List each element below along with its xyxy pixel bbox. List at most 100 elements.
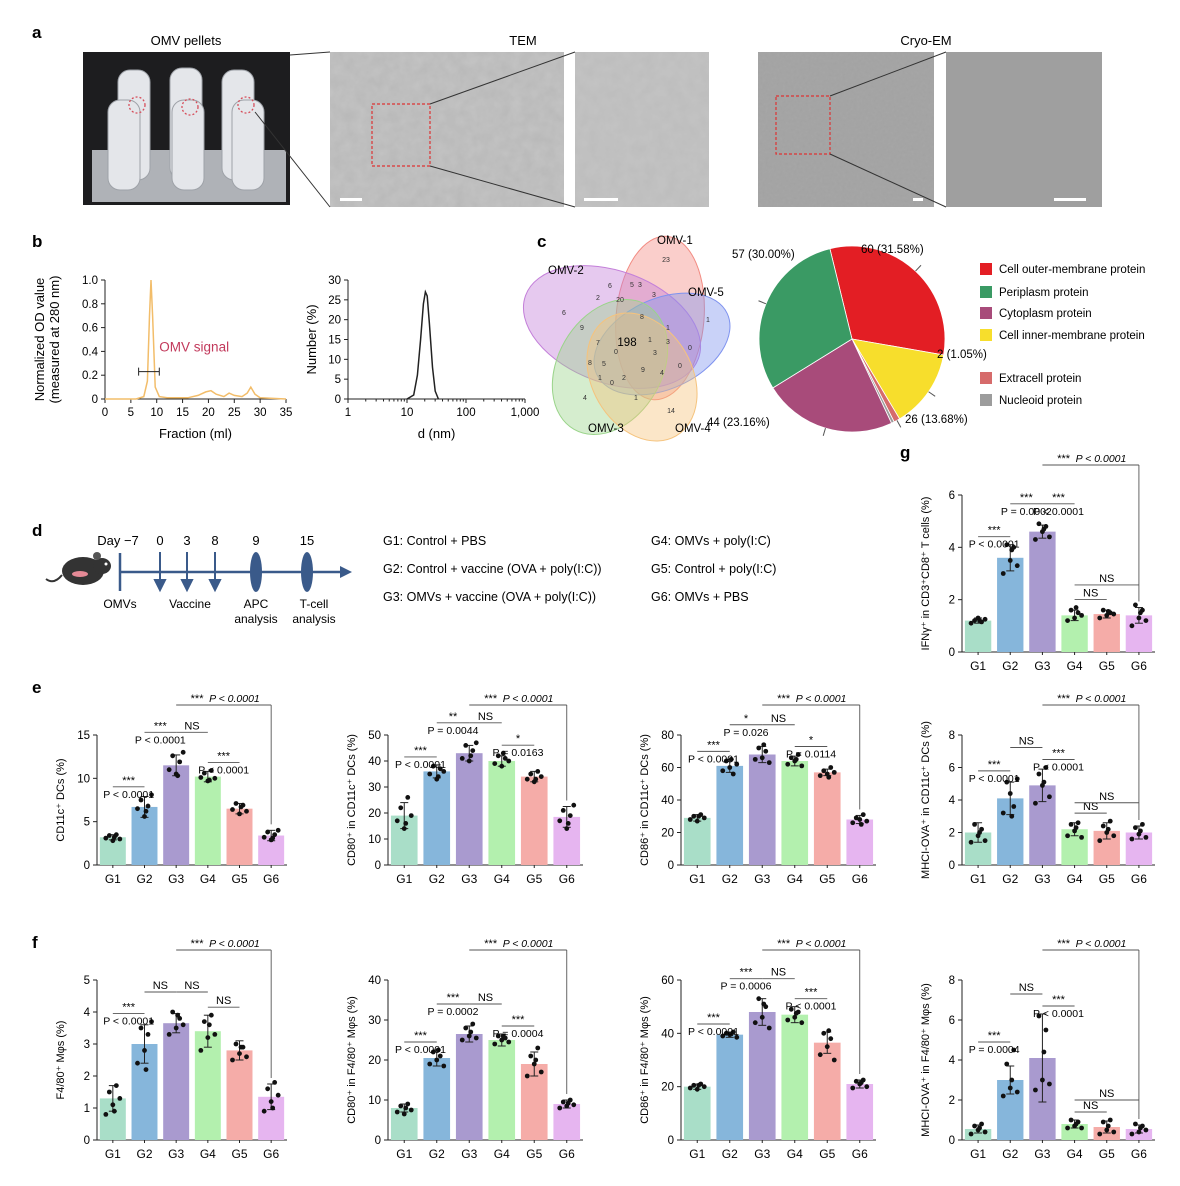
y-tick-label: 10 [368,834,381,846]
legend-swatch [980,329,992,341]
pie-leader [915,264,922,272]
bar [163,1023,190,1140]
panel-letter-g: g [900,443,910,462]
bar [553,1104,581,1140]
y-tick-label: 0 [84,1135,90,1147]
data-point [694,818,700,824]
y-axis-label: MHCI-OVA⁺ in CD11c⁺ DCs (%) [920,721,932,879]
p-value-label: P < 0.0001 [796,938,847,950]
x-tick-label: G2 [1002,872,1018,886]
p-value-label: P < 0.0001 [503,938,554,950]
x-tick-label: G2 [429,1147,445,1161]
venn-count: 3 [638,282,642,289]
significance-label: NS [1099,573,1114,585]
data-point [1075,610,1081,616]
data-point [1138,610,1143,616]
data-point [793,1010,799,1016]
x-tick-label: 100 [456,407,475,419]
chart-e-cd80-dc: 0 10 20 30 40 50 CD80⁺ in CD11c⁺ DCs (%) G1 G2 G3… [346,693,583,886]
x-tick-label: 30 [254,407,267,419]
legend-label: Periplasm protein [999,287,1088,299]
data-point [701,1084,707,1090]
p-value-label: P < 0.0001 [969,539,1020,551]
data-point [785,1017,791,1023]
pie-value-label: 44 (23.16%) [707,417,770,429]
data-point [730,771,736,777]
x-tick-label: G1 [970,1147,986,1161]
y-tick-label: 60 [661,975,674,987]
data-point [270,1105,276,1111]
data-point [437,1053,443,1059]
data-point [403,821,409,826]
y-axis-label: MHCI-OVA⁺ in F4/80⁺ Mφs (%) [920,983,932,1137]
data-point [564,826,570,831]
timeline-label-tcell-analysis: analysis [292,612,335,626]
significance-label: * [809,735,814,747]
data-point [720,768,726,774]
venn-count: 9 [641,367,645,374]
data-point [499,763,505,769]
y-axis-label: CD11c⁺ DCs (%) [55,758,67,841]
data-point [831,769,837,775]
data-point [720,1033,726,1039]
data-point [1104,1127,1110,1133]
data-point [968,620,974,626]
significance-label: * [744,713,749,725]
data-point [473,740,479,746]
significance-label: * [516,733,521,745]
data-point [701,815,707,821]
significance-label: *** [1020,492,1034,504]
data-point [434,1057,440,1063]
x-tick-label: G5 [819,872,835,886]
legend-swatch [980,263,992,275]
venn-count: 0 [688,345,692,352]
x-tick-label: G4 [200,872,216,886]
bar [226,1050,253,1140]
y-tick-label: 30 [368,1015,381,1027]
data-point [766,1025,772,1031]
data-point [1068,1117,1074,1123]
data-point [723,758,729,764]
x-tick-label: G4 [494,872,510,886]
y-tick-label: 0 [949,860,955,872]
tem-image [330,52,564,207]
data-point [982,616,988,622]
chart-f-f480: 0 1 2 3 4 5 F4/80⁺ Mφs (%) G1 G2 G3 G4 G5 G6 *** NS NS N… [55,938,287,1161]
cryo-zoom-lines [829,51,947,208]
apc-analysis-marker [250,552,262,592]
x-tick-label: G5 [231,1147,247,1161]
data-point [142,814,147,819]
significance-label: *** [1057,693,1071,705]
data-point [1047,794,1052,800]
data-point [1129,1131,1135,1137]
legend-label: Extracell protein [999,373,1081,385]
data-point [1097,615,1103,621]
bar [781,761,809,865]
series-line [406,289,440,400]
p-value-label: P < 0.0001 [103,789,154,801]
significance-label: NS [771,967,786,979]
data-point [1097,1131,1103,1137]
y-tick-label: 4 [949,795,956,807]
data-point [1065,618,1070,623]
x-tick-label: 25 [228,407,241,419]
data-point [864,1084,870,1090]
venn-count: 1 [598,375,602,382]
data-point [1033,800,1038,806]
x-tick-label: G5 [1099,1147,1115,1161]
bar [194,776,221,865]
data-point [535,769,541,774]
x-tick-label: G3 [1034,659,1050,673]
x-tick-label: G6 [559,1147,575,1161]
venn-count: 0 [678,363,682,370]
x-tick-label: 10 [150,407,163,419]
data-point [763,748,769,754]
chart-e-mhci-dc: 0 2 4 6 8 MHCI-OVA⁺ in CD11c⁺ DCs (%) G1 G2 G3 G4… [920,693,1155,886]
x-tick-label: 5 [128,407,134,419]
significance-label: NS [1019,736,1034,748]
data-point [435,774,441,779]
x-tick-label: G2 [136,872,152,886]
y-tick-label: 3 [84,1039,90,1051]
data-point [1133,1121,1138,1127]
